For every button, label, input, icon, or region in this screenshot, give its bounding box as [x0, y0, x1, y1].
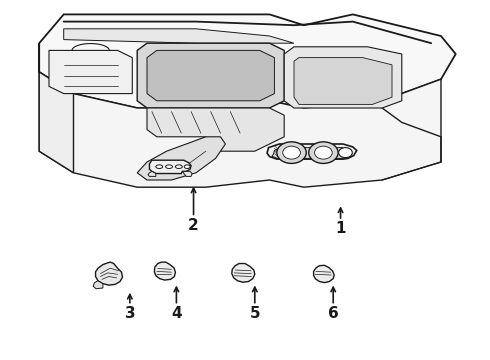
Polygon shape — [272, 148, 352, 158]
Circle shape — [309, 142, 338, 163]
Polygon shape — [267, 144, 357, 159]
Ellipse shape — [156, 165, 163, 168]
Polygon shape — [182, 171, 192, 176]
Polygon shape — [137, 43, 284, 108]
Circle shape — [283, 146, 300, 159]
Polygon shape — [96, 262, 122, 285]
Text: 2: 2 — [188, 217, 199, 233]
Polygon shape — [147, 50, 274, 101]
Text: 5: 5 — [249, 306, 260, 321]
Polygon shape — [284, 47, 402, 108]
Polygon shape — [149, 160, 191, 174]
Ellipse shape — [166, 165, 172, 168]
Text: 3: 3 — [124, 306, 135, 321]
Polygon shape — [49, 50, 132, 94]
Text: 1: 1 — [335, 221, 346, 236]
Polygon shape — [93, 281, 103, 289]
Ellipse shape — [184, 165, 190, 168]
Circle shape — [339, 148, 352, 158]
Text: 4: 4 — [171, 306, 182, 321]
Circle shape — [277, 142, 306, 163]
Polygon shape — [154, 262, 175, 280]
Circle shape — [315, 146, 332, 159]
Polygon shape — [39, 14, 456, 108]
Polygon shape — [314, 265, 334, 283]
Text: 6: 6 — [328, 306, 339, 321]
Polygon shape — [147, 108, 284, 151]
Polygon shape — [39, 43, 74, 173]
Polygon shape — [39, 72, 441, 187]
Polygon shape — [294, 58, 392, 104]
Polygon shape — [148, 171, 156, 176]
Polygon shape — [137, 137, 225, 180]
Polygon shape — [232, 264, 255, 282]
Ellipse shape — [175, 165, 182, 168]
Polygon shape — [64, 29, 294, 43]
